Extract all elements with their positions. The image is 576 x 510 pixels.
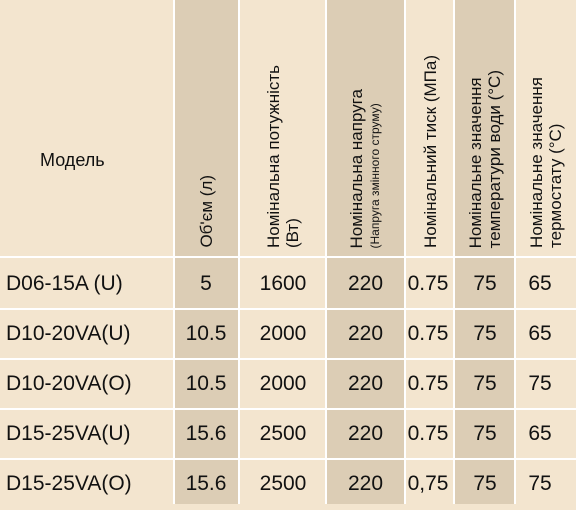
table-cell-thermostat: 65 xyxy=(528,322,552,345)
table-cell-volume: 10.5 xyxy=(185,322,227,345)
table-cell-power: 2500 xyxy=(259,472,307,495)
header-power: Номінальна потужність (Вт) xyxy=(240,0,326,248)
table-cell-pressure: 0.75 xyxy=(407,422,449,445)
grid-vline xyxy=(514,0,516,504)
header-power-line1: Номінальна потужність xyxy=(264,64,283,248)
table-cell-volume: 15.6 xyxy=(185,472,227,495)
header-volume-text: Об'єм (л) xyxy=(196,175,216,248)
table-cell-volume: 5 xyxy=(200,272,212,295)
table-cell-thermostat: 75 xyxy=(528,372,552,395)
table-cell-model: D10-20VA(U) xyxy=(6,322,131,345)
table-cell-pressure: 0,75 xyxy=(407,472,449,495)
table-cell-thermostat: 65 xyxy=(528,422,552,445)
table-cell-power: 2000 xyxy=(259,372,307,395)
table-cell-model: D15-25VA(O) xyxy=(6,472,132,495)
table-cell-thermostat: 75 xyxy=(528,472,552,495)
grid-vline xyxy=(325,0,327,504)
stripe-volume xyxy=(174,0,238,504)
grid-hline xyxy=(0,358,576,360)
table-cell-water-temp: 75 xyxy=(473,272,497,295)
table-cell-model: D06-15A (U) xyxy=(6,272,123,295)
table-cell-water-temp: 75 xyxy=(473,472,497,495)
grid-hline xyxy=(0,256,576,258)
table-cell-volume: 10.5 xyxy=(185,372,227,395)
header-voltage-text: Номінальна напруга xyxy=(346,88,366,248)
stripe-water-temp xyxy=(454,0,514,504)
grid-hline xyxy=(0,458,576,460)
grid-hline xyxy=(0,408,576,410)
table-cell-pressure: 0.75 xyxy=(407,322,449,345)
header-thermostat-line1: Номінальне значення xyxy=(527,77,546,248)
grid-vline xyxy=(453,0,455,504)
table-cell-voltage: 220 xyxy=(347,422,384,445)
table-cell-voltage: 220 xyxy=(347,472,384,495)
table-cell-water-temp: 75 xyxy=(473,422,497,445)
table-cell-model: D10-20VA(O) xyxy=(6,372,132,395)
stripe-voltage xyxy=(326,0,404,504)
header-model: Модель xyxy=(40,150,105,170)
grid-vline xyxy=(404,0,406,504)
grid-hline xyxy=(0,308,576,310)
header-thermostat-line2: термостату (°С) xyxy=(546,123,565,248)
table-cell-model: D15-25VA(U) xyxy=(6,422,131,445)
table-cell-power: 1600 xyxy=(259,272,307,295)
table-cell-voltage: 220 xyxy=(347,322,384,345)
header-pressure: Номінальний тиск (МПа) xyxy=(406,0,454,248)
header-thermostat: Номінальне значення термостату (°С) xyxy=(516,0,576,248)
table-cell-water-temp: 75 xyxy=(473,372,497,395)
header-volume: Об'єм (л) xyxy=(174,0,238,248)
table-cell-pressure: 0.75 xyxy=(407,272,449,295)
header-voltage-note: (Напруга змінного струму) xyxy=(367,102,382,248)
table-cell-water-temp: 75 xyxy=(473,322,497,345)
table-cell-voltage: 220 xyxy=(347,372,384,395)
table-cell-pressure: 0.75 xyxy=(407,372,449,395)
table-cell-thermostat: 65 xyxy=(528,272,552,295)
table-cell-power: 2000 xyxy=(259,322,307,345)
table-cell-volume: 15.6 xyxy=(185,422,227,445)
header-water-temp-line1: Номінальне значення xyxy=(466,77,485,248)
table-cell-voltage: 220 xyxy=(347,272,384,295)
header-power-line2: (Вт) xyxy=(283,218,302,248)
table-cell-power: 2500 xyxy=(259,422,307,445)
header-voltage: Номінальна напруга (Напруга змінного стр… xyxy=(327,0,404,248)
grid-vline xyxy=(173,0,175,504)
grid-vline xyxy=(238,0,240,504)
header-water-temp-line2: температури води (°С) xyxy=(485,69,504,248)
header-water-temp: Номінальне значення температури води (°С… xyxy=(455,0,515,248)
header-pressure-text: Номінальний тиск (МПа) xyxy=(420,54,440,248)
